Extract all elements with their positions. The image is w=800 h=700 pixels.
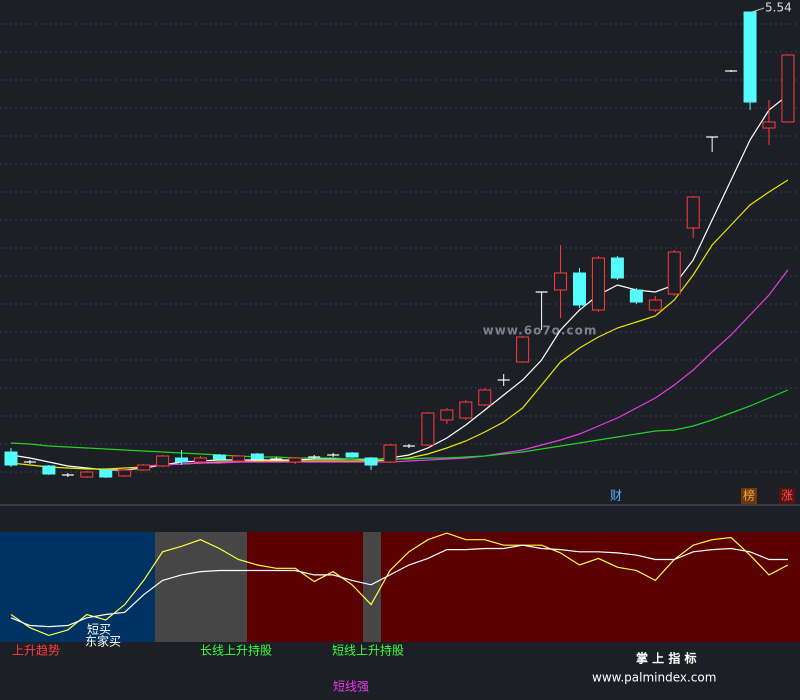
candle-body bbox=[743, 11, 757, 103]
signal-label: 短买 bbox=[87, 623, 111, 637]
marker-box bbox=[741, 488, 757, 504]
candle-body bbox=[80, 471, 94, 478]
watermark: www.6o7o.com bbox=[483, 324, 598, 338]
candle-body bbox=[573, 272, 586, 306]
candle-body bbox=[762, 121, 776, 129]
indicator-line bbox=[143, 269, 789, 467]
candle-body bbox=[478, 389, 492, 406]
candle-body bbox=[118, 469, 132, 477]
indicator-panel bbox=[10, 532, 789, 637]
candle-body bbox=[516, 336, 530, 363]
state-label: 上升趋势 bbox=[12, 644, 60, 658]
zone-strong bbox=[247, 532, 363, 642]
candle-body bbox=[137, 464, 151, 471]
candle-body bbox=[231, 455, 245, 462]
candle-body bbox=[250, 453, 264, 460]
marker-box bbox=[779, 488, 795, 504]
candle-body bbox=[212, 454, 226, 460]
marker: 榜 bbox=[743, 488, 755, 503]
candle-body bbox=[781, 54, 795, 123]
candle-body bbox=[554, 272, 568, 291]
zone-hold bbox=[363, 532, 381, 642]
candle-body bbox=[345, 452, 359, 458]
state-label: 短线上升持股 bbox=[332, 643, 404, 658]
brand-title: 掌 上 指 标 bbox=[636, 651, 697, 666]
state-label: 长线上升持股 bbox=[200, 643, 272, 658]
indicator-line bbox=[10, 532, 789, 637]
indicator-line bbox=[10, 544, 788, 628]
candle-body bbox=[648, 299, 662, 311]
candle-body bbox=[156, 455, 170, 467]
candle-body bbox=[629, 289, 643, 303]
candle-body bbox=[4, 451, 18, 466]
candle-body bbox=[194, 457, 207, 463]
state-label: 短线强 bbox=[333, 680, 369, 694]
indicator-line bbox=[10, 389, 789, 460]
marker: 涨 bbox=[781, 488, 793, 503]
candle-body bbox=[421, 412, 435, 446]
marker: 财 bbox=[610, 489, 622, 503]
candle-body bbox=[42, 465, 56, 475]
max-pointer bbox=[751, 7, 765, 13]
candle-body bbox=[591, 257, 605, 311]
candle-body bbox=[99, 469, 113, 478]
candle-body bbox=[610, 257, 624, 279]
candle-body bbox=[288, 457, 302, 463]
main-panel: 5.54 bbox=[4, 1, 795, 478]
candle-body bbox=[175, 457, 189, 463]
candle-body bbox=[459, 401, 473, 419]
zone-trend bbox=[0, 532, 155, 642]
candle-body bbox=[440, 409, 454, 421]
zone-strong bbox=[381, 532, 800, 642]
candle-body bbox=[667, 251, 681, 295]
signal-label: 东家买 bbox=[85, 634, 121, 649]
max-price-label: 5.54 bbox=[765, 1, 792, 15]
candle-body bbox=[686, 196, 700, 229]
brand-url: www.palmindex.com bbox=[592, 671, 716, 685]
background-rules bbox=[0, 23, 800, 473]
zone-hold bbox=[155, 532, 247, 642]
candle-body bbox=[364, 457, 378, 466]
candle-body bbox=[383, 444, 397, 463]
